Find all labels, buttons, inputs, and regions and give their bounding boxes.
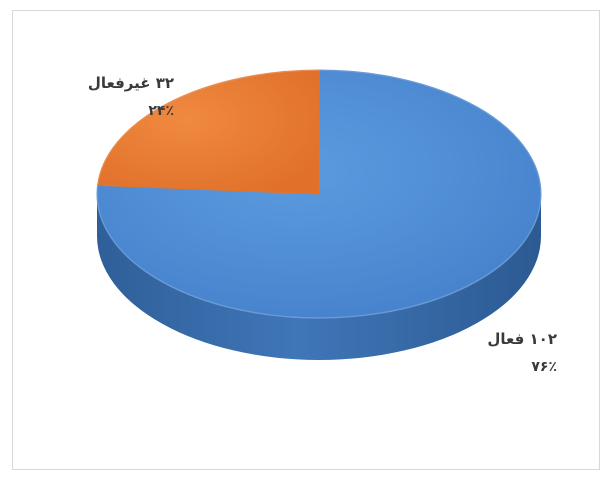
inactive-slice	[96, 69, 320, 195]
active-percent-label: ۷۶٪	[531, 359, 557, 375]
active-slice-label: ۱۰۲ فعال ۷۶٪	[487, 329, 557, 377]
pie-rim	[96, 69, 542, 319]
inactive-name-label: ۳۲ غیرفعال	[87, 74, 174, 92]
pie-chart	[96, 69, 542, 360]
active-name-label: ۱۰۲ فعال	[487, 330, 557, 348]
chart-area: ۳۲ غیرفعال ۲۴٪ ۱۰۲ فعال ۷۶٪	[12, 10, 600, 470]
inactive-slice-label: ۳۲ غیرفعال ۲۴٪	[88, 73, 174, 121]
inactive-percent-label: ۲۴٪	[148, 103, 174, 119]
active-slice-side	[97, 194, 541, 360]
